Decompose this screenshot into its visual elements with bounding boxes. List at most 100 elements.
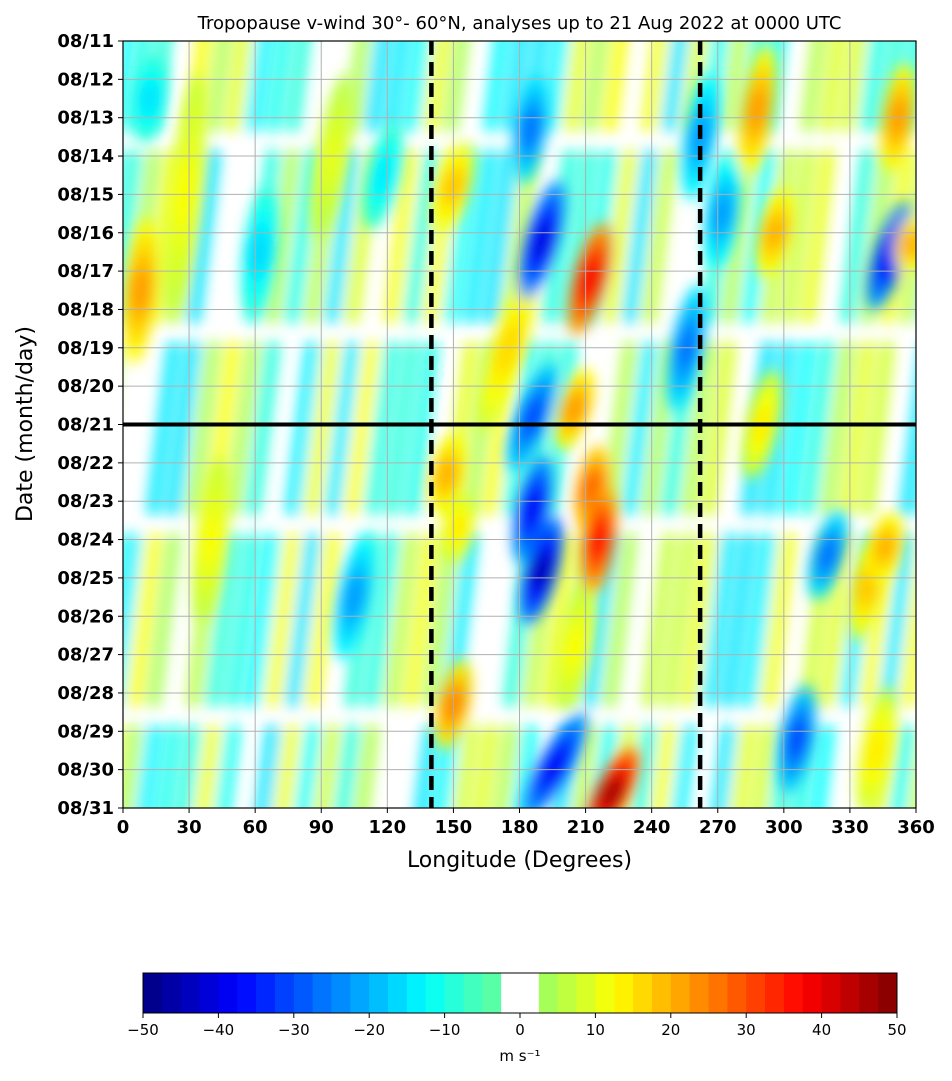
wind-streak — [856, 686, 897, 808]
field-band — [196, 724, 221, 808]
colorbar-segment — [708, 973, 728, 1013]
y-tick-label: 08/23 — [57, 491, 114, 512]
wind-streak — [242, 188, 278, 316]
wind-streak — [123, 217, 159, 364]
colorbar-segment — [651, 973, 672, 1013]
field-band — [265, 41, 291, 133]
y-axis-ticks: 08/11 08/12 08/13 08/14 08/15 08/16 08/17 08/18… — [57, 31, 123, 819]
wind-streak — [554, 368, 595, 450]
field-band — [226, 340, 260, 516]
wind-streak-level — [541, 747, 569, 784]
wind-streak-level — [874, 533, 897, 561]
field-band — [345, 340, 379, 516]
field-band — [642, 149, 677, 325]
y-tick-label: 08/16 — [57, 223, 114, 244]
colorbar-segment — [765, 973, 785, 1013]
field-band — [454, 724, 479, 808]
y-tick-label: 08/28 — [57, 683, 114, 704]
wind-streak-level — [746, 89, 769, 131]
x-tick-label: 0 — [117, 817, 130, 838]
field-band — [582, 41, 608, 133]
colorbar-segment — [746, 973, 766, 1013]
field-band — [732, 724, 756, 808]
field-band — [226, 532, 260, 708]
wind-streak — [807, 510, 848, 600]
colorbar-segment — [406, 973, 427, 1013]
field-band — [483, 41, 509, 133]
field-band — [672, 724, 697, 808]
field-band — [265, 149, 300, 325]
field-band — [35, 156, 55, 317]
field-band — [55, 0, 75, 125]
colorbar-segment — [293, 973, 314, 1013]
field-band — [75, 0, 95, 125]
field-band — [295, 724, 320, 808]
x-tick-label: 270 — [699, 817, 737, 838]
field-band — [602, 149, 637, 325]
colorbar-segment — [161, 973, 182, 1013]
field-band — [474, 724, 498, 808]
colorbar-tick-label: 0 — [515, 1021, 525, 1039]
y-tick-label: 08/18 — [57, 299, 114, 320]
colorbar-segment — [501, 973, 521, 1013]
wind-streak — [704, 159, 740, 268]
wind-streak — [334, 533, 375, 661]
field-band — [947, 348, 952, 509]
field-band — [602, 532, 637, 708]
field-band — [721, 149, 756, 325]
wind-streak-level — [599, 776, 625, 808]
field-band — [503, 41, 529, 133]
field-band — [543, 41, 568, 133]
field-band — [820, 41, 846, 133]
field-band — [206, 41, 231, 133]
wind-streak — [585, 748, 639, 808]
field-band — [801, 41, 826, 133]
wind-streak-level — [816, 539, 840, 571]
colorbar-segment — [878, 973, 898, 1013]
field-band — [315, 724, 340, 808]
wind-streak-level — [521, 490, 544, 527]
field-band — [761, 340, 796, 516]
wind-streak — [429, 433, 465, 515]
field-band — [245, 340, 280, 516]
x-axis-ticks: 0 30 60 90 120 150 180 210 240 270 300 330 360 — [117, 808, 935, 838]
y-tick-label: 08/20 — [57, 376, 114, 397]
colorbar-segment — [689, 973, 709, 1013]
y-tick-label: 08/14 — [57, 146, 114, 167]
field-band — [137, 724, 161, 808]
wind-streak — [681, 73, 719, 201]
wind-streak-level — [900, 232, 916, 257]
field-band — [146, 340, 181, 516]
colorbar-segment — [369, 973, 389, 1013]
field-band — [602, 340, 637, 516]
colorbar-segment — [463, 973, 483, 1013]
field-band — [820, 532, 855, 708]
colorbar-segment — [576, 973, 596, 1013]
wind-streak-level — [578, 260, 602, 298]
field-band — [285, 41, 311, 133]
wind-streak-level — [435, 459, 458, 490]
wind-streak-level — [865, 730, 888, 771]
field-band — [404, 149, 439, 325]
field-band — [15, 156, 35, 317]
field-band — [414, 724, 439, 808]
colorbar-tick-label: 20 — [661, 1021, 680, 1039]
field-band — [384, 532, 419, 708]
field-band — [364, 340, 399, 516]
field-band — [186, 149, 221, 325]
y-tick-label: 08/26 — [57, 606, 114, 627]
colorbar-tick-label: −30 — [278, 1021, 310, 1039]
y-tick-label: 08/24 — [57, 530, 114, 551]
y-tick-label: 08/29 — [57, 721, 114, 742]
wind-streak-level — [530, 552, 553, 589]
field-band — [265, 532, 300, 708]
field-band — [900, 571, 916, 708]
field-band — [860, 340, 895, 516]
field-band — [285, 149, 320, 325]
colorbar-tick-label: −20 — [353, 1021, 385, 1039]
field-band — [761, 532, 796, 708]
x-axis-label: Longitude (Degrees) — [407, 848, 632, 873]
field-band — [444, 41, 469, 133]
field-band — [860, 41, 885, 133]
